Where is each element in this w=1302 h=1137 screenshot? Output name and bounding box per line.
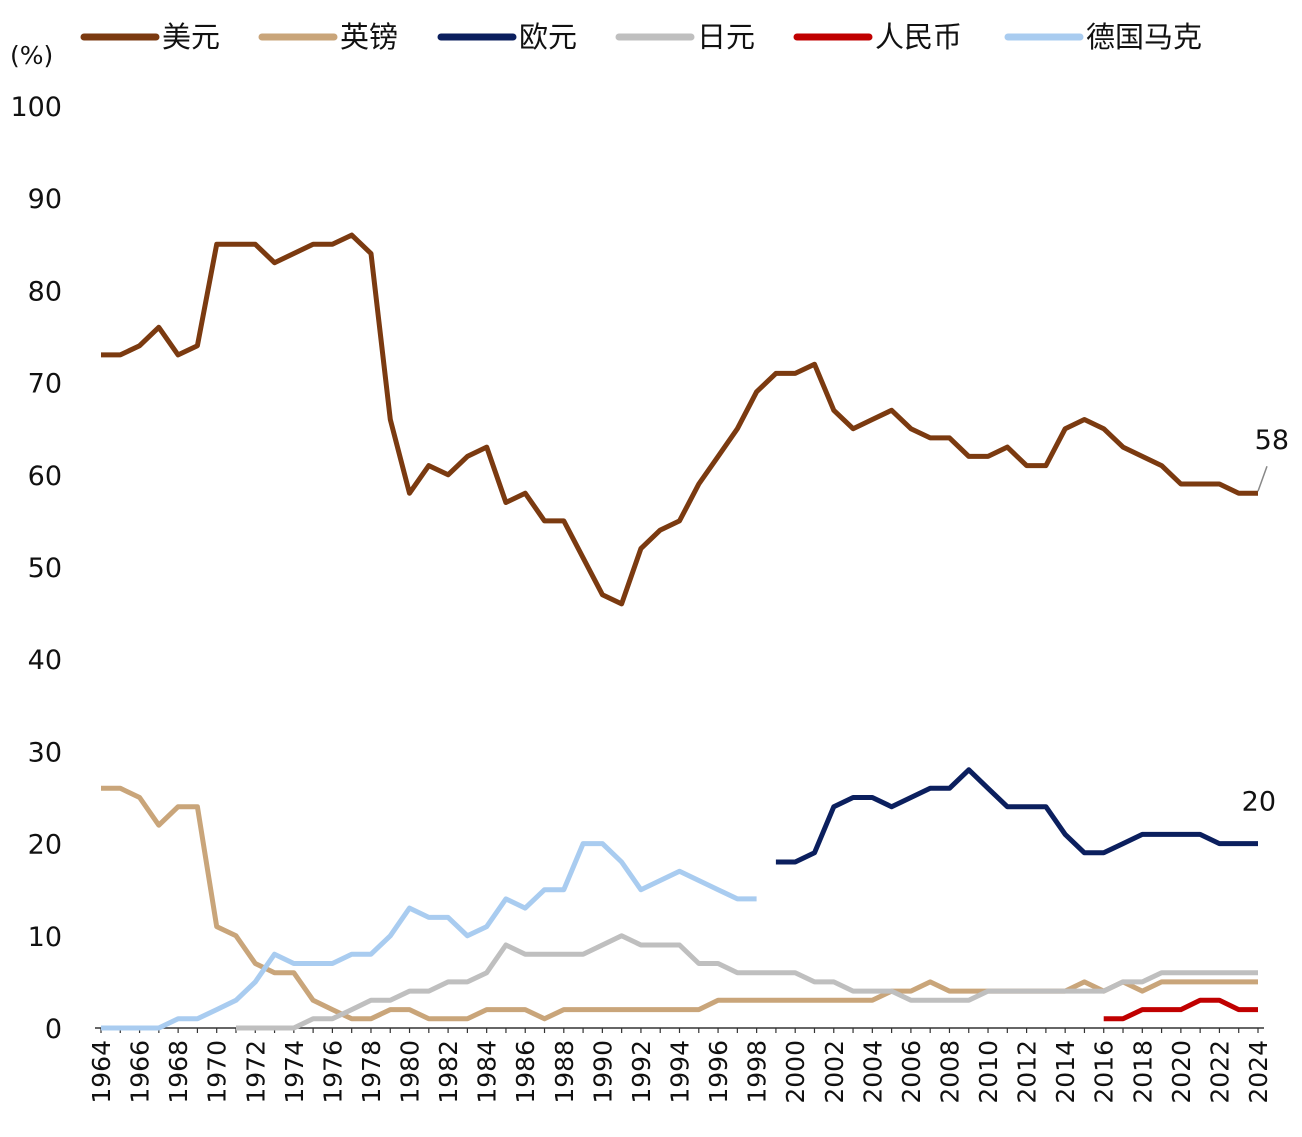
y-tick-label: 30 bbox=[28, 737, 62, 768]
x-tick-label: 2000 bbox=[781, 1040, 810, 1104]
series-line-group bbox=[101, 841, 757, 1031]
series-line bbox=[101, 232, 1258, 607]
annotation-label: 58 bbox=[1255, 425, 1289, 456]
x-tick-label: 1984 bbox=[473, 1040, 502, 1104]
end-value-annotations: 58 20 bbox=[1242, 425, 1289, 817]
legend-label: 德国马克 bbox=[1086, 20, 1202, 54]
legend-label: 日元 bbox=[697, 20, 755, 54]
x-tick-label: 2016 bbox=[1090, 1040, 1119, 1104]
legend-item: 德国马克 bbox=[1004, 20, 1202, 54]
x-tick-label: 1982 bbox=[434, 1040, 463, 1104]
series-line bbox=[101, 785, 1258, 1022]
x-tick-label: 2018 bbox=[1128, 1040, 1157, 1104]
y-tick-label: 100 bbox=[10, 92, 62, 123]
series-line-group bbox=[236, 933, 1258, 1031]
x-tick-label: 1966 bbox=[126, 1040, 155, 1104]
y-axis-unit-label: (%) bbox=[10, 41, 53, 70]
y-tick-label: 0 bbox=[45, 1014, 62, 1045]
y-tick-label: 90 bbox=[28, 184, 62, 215]
x-tick-label: 2008 bbox=[935, 1040, 964, 1104]
x-tick-label: 2002 bbox=[820, 1040, 849, 1104]
x-tick-label: 2012 bbox=[1013, 1040, 1042, 1104]
x-tick-label: 1970 bbox=[203, 1040, 232, 1104]
x-axis: 1964 1966 1968 1970 1972 1974 1976 1978 1980 1982… bbox=[87, 1027, 1273, 1104]
annotation-leader-line bbox=[1257, 465, 1268, 492]
legend-label: 美元 bbox=[162, 20, 220, 54]
x-tick-label: 1968 bbox=[164, 1040, 193, 1104]
legend-item: 美元 bbox=[80, 20, 220, 54]
x-tick-label: 1974 bbox=[280, 1040, 309, 1104]
series-line bbox=[775, 767, 1258, 865]
series-lines bbox=[101, 232, 1258, 1031]
x-tick-label: 1988 bbox=[550, 1040, 579, 1104]
y-tick-label: 40 bbox=[28, 645, 62, 676]
series-line-group bbox=[101, 785, 1258, 1022]
x-tick-label: 1992 bbox=[627, 1040, 656, 1104]
x-tick-label: 2022 bbox=[1205, 1040, 1234, 1104]
y-tick-label: 80 bbox=[28, 276, 62, 307]
x-tick-label: 2010 bbox=[974, 1040, 1003, 1104]
legend-item: 英镑 bbox=[258, 20, 398, 54]
y-tick-label: 60 bbox=[28, 461, 62, 492]
legend-item: 人民币 bbox=[793, 20, 962, 54]
y-tick-label: 20 bbox=[28, 830, 62, 861]
x-tick-label: 2020 bbox=[1167, 1040, 1196, 1104]
x-tick-label: 1976 bbox=[318, 1040, 347, 1104]
series-line-group bbox=[1103, 997, 1258, 1022]
series-line bbox=[101, 841, 757, 1031]
series-line bbox=[1103, 997, 1258, 1022]
y-tick-label: 50 bbox=[28, 553, 62, 584]
annotation-label: 20 bbox=[1242, 787, 1276, 818]
x-tick-label: 1980 bbox=[396, 1040, 425, 1104]
x-tick-label: 2004 bbox=[858, 1040, 887, 1104]
y-tick-label: 10 bbox=[28, 922, 62, 953]
x-tick-label: 1996 bbox=[704, 1040, 733, 1104]
x-tick-label: 1972 bbox=[241, 1040, 270, 1104]
x-tick-label: 2024 bbox=[1244, 1040, 1273, 1104]
x-tick-label: 1990 bbox=[588, 1040, 617, 1104]
legend-item: 欧元 bbox=[437, 20, 577, 54]
chart-legend: 美元 英镑 欧元 日元 人民币 德国马克 bbox=[80, 20, 1202, 54]
x-tick-label: 1978 bbox=[357, 1040, 386, 1104]
legend-label: 英镑 bbox=[340, 20, 398, 54]
series-line-group bbox=[775, 767, 1258, 865]
x-tick-label: 2006 bbox=[897, 1040, 926, 1104]
x-tick-label: 2014 bbox=[1051, 1040, 1080, 1104]
series-line-group bbox=[101, 232, 1258, 607]
x-tick-label: 1994 bbox=[666, 1040, 695, 1104]
legend-item: 日元 bbox=[615, 20, 755, 54]
x-tick-label: 1986 bbox=[511, 1040, 540, 1104]
x-tick-label: 1964 bbox=[87, 1040, 116, 1104]
legend-label: 欧元 bbox=[519, 20, 577, 54]
y-tick-label: 70 bbox=[28, 369, 62, 400]
legend-label: 人民币 bbox=[875, 20, 962, 54]
y-axis-tick-labels: 0 10 20 30 40 50 60 70 80 90 100 bbox=[10, 92, 62, 1045]
series-line bbox=[236, 933, 1258, 1031]
x-tick-label: 1998 bbox=[743, 1040, 772, 1104]
